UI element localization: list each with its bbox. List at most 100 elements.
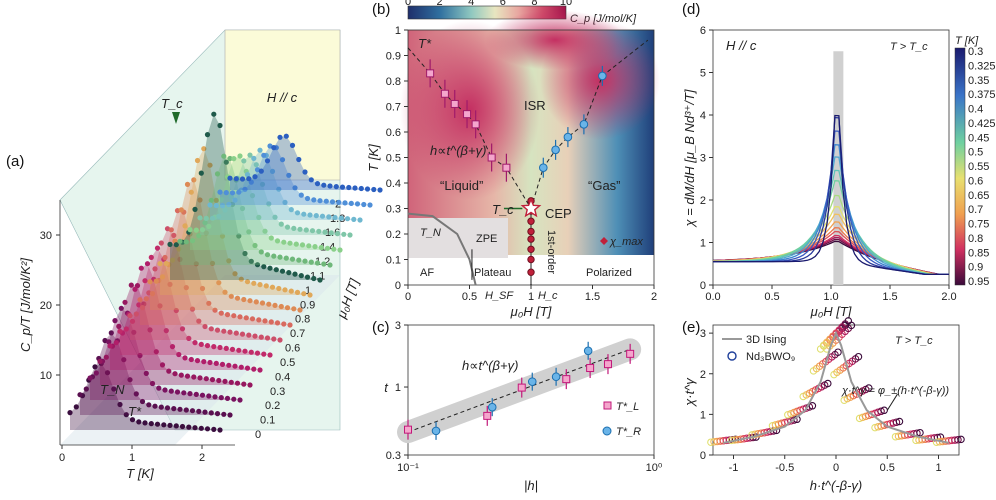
a-data-point [206,300,212,306]
a-data-point [319,213,326,219]
e-ising-curve [723,330,949,444]
a-ztick-label: 0.6 [285,343,300,355]
a-curves [67,111,383,433]
a-data-point [239,331,246,337]
a-data-point [216,213,222,219]
a-ylabel: C_p/T [J/mol/K²] [18,258,33,352]
a-data-point [77,392,83,398]
d-cbar-tick: 0.95 [968,276,989,288]
a-data-point [206,223,212,229]
a-data-point [202,323,208,330]
a-data-point [171,232,177,238]
c-xlabel: |h| [524,478,538,493]
e-collapse-pointer [886,393,898,411]
e-xtick-label: 0.5 [880,462,895,474]
a-data-point [152,266,158,272]
a-data-point [271,253,277,259]
a-data-point [217,427,223,433]
a-data-point [229,201,236,207]
a-data-point [262,228,268,234]
c-y-ticks: 0.3 1 3 [386,320,408,462]
a-data-point [122,299,128,305]
a-data-point [247,298,253,304]
a-data-point [254,350,261,356]
a-data-point [266,301,272,307]
a-data-point [136,419,142,425]
a-data-point [93,370,99,376]
a-data-point [231,313,237,319]
a-data-point [306,243,312,249]
a-data-point [211,344,217,350]
a-data-point [217,122,223,129]
c-ytick-label: 0.3 [386,450,401,462]
a-data-point [139,305,146,311]
c-fit-line [407,348,631,433]
c-x-ticks: 10⁻¹ 10⁰ [397,455,663,474]
b-ytick-label: 0.8 [386,76,401,88]
d-ytick-label: 3 [700,153,706,165]
a-data-point [314,260,321,266]
a-data-point [303,227,309,233]
a-data-point [361,201,367,208]
b-xtick-label: 1 [528,291,534,303]
d-xtick-label: 2.0 [941,291,956,303]
a-data-point [277,337,283,343]
b-chimax-point [527,255,535,264]
a-data-point [149,380,156,387]
a-data-point [354,201,361,207]
a-data-point [242,250,248,257]
a-data-point [241,158,247,164]
a-data-point [208,197,214,203]
d-xlabel: μ₀H [T] [810,304,852,319]
e-data-point [865,384,873,392]
d-cbar-tick: 0.4 [968,104,983,116]
a-data-point [167,241,173,247]
a-data-point [282,287,288,293]
a-data-point [301,211,307,217]
b-tn: T_N [420,227,441,239]
a-data-point [227,155,233,162]
a-data-point [131,329,137,335]
a-data-point [204,343,211,349]
a-data-point [257,282,263,288]
a-data-point [168,227,174,233]
a-data-point [357,217,363,223]
e-ylabel: χ·t^γ [682,377,697,407]
d-ytick-label: 5 [700,68,706,80]
d-ytick-label: 0 [700,280,706,292]
e-xtick-label: -1 [729,462,739,474]
b-ytick-label: 0.5 [386,153,401,165]
a-data-point [142,278,148,284]
a-data-point [281,239,287,245]
a-data-point [232,271,238,277]
b-tstar-r-point [551,145,560,155]
a-data-point [194,358,201,364]
a-data-point [289,142,296,148]
a-data-point [199,392,206,398]
a-data-point [202,220,208,226]
a-data-point [187,391,193,397]
a-curve-fill [110,263,260,370]
b-isr: ISR [524,98,546,113]
a-data-point [203,215,209,221]
d-cbar-tick: 0.85 [968,247,989,259]
a-data-point [283,255,289,261]
e-plot-frame [712,324,960,456]
b-chimax-point [527,245,535,254]
a-data-point [301,291,307,297]
d-cbar-tick: 0.45 [968,132,989,144]
a-data-point [283,133,289,139]
a-data-point [269,168,276,174]
b-ytick-label: 0.9 [386,51,401,63]
e-data-point [790,416,798,424]
b-chimax-legend: χ_max [609,236,643,248]
b-tstar-l-point [487,153,496,162]
b-colorbar-ticks: 0 2 4 6 8 10 [405,0,572,8]
a-data-point [184,181,191,187]
a-data-point [282,199,288,205]
a-data-point [251,366,257,372]
a-data-point [212,394,218,400]
a-data-point [182,355,188,361]
a-data-point [193,227,199,233]
e-x-ticks: -1 -0.5 0 0.5 1 [729,455,942,474]
